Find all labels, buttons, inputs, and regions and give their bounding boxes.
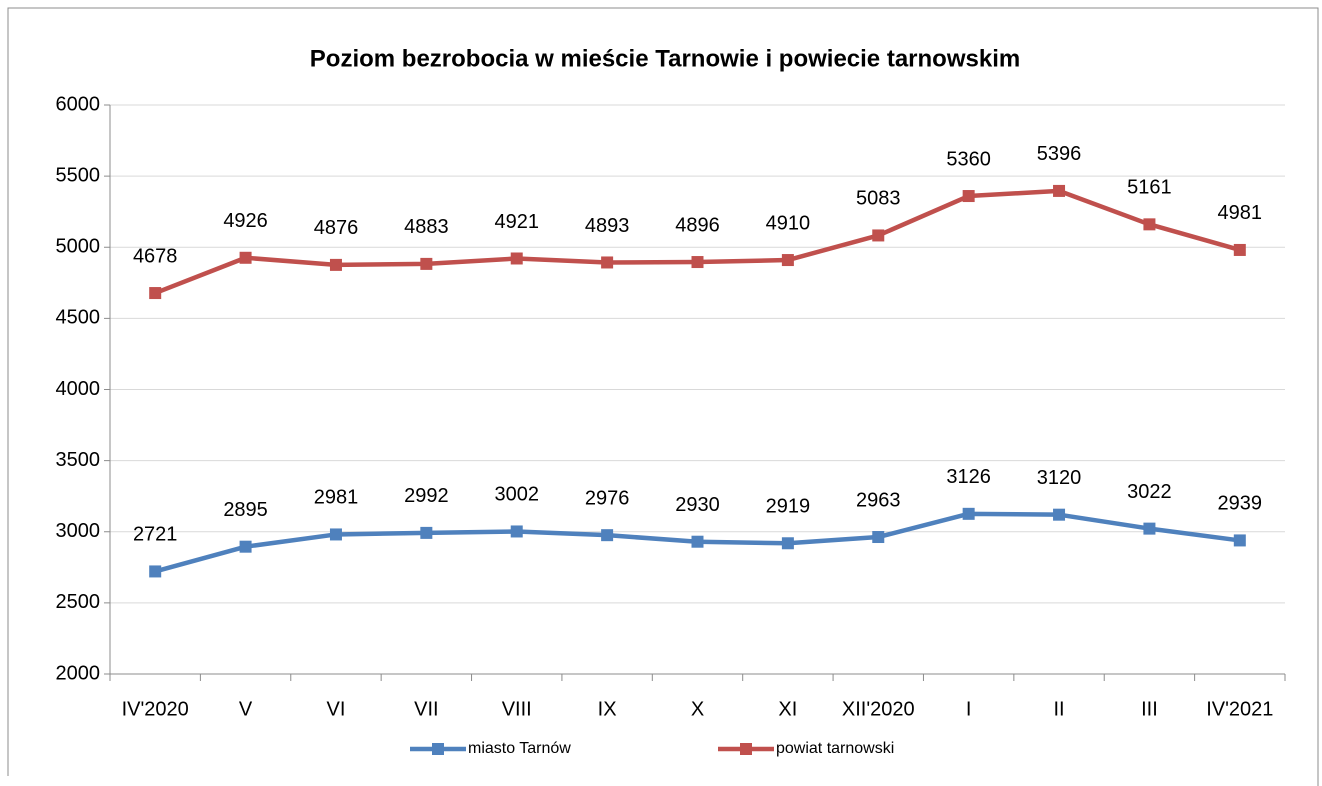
point-marker [510,525,523,538]
y-tick-label: 3500 [56,449,101,471]
point-marker [420,257,433,270]
x-tick-label: X [691,698,704,720]
data-label: 4893 [585,215,630,237]
legend-marker [740,743,752,755]
y-tick-label: 4500 [56,307,101,329]
x-tick-label: XI [778,698,797,720]
point-marker [149,565,162,578]
point-marker [149,287,162,300]
data-label: 4981 [1218,202,1263,224]
x-tick-label: III [1141,698,1158,720]
point-marker [601,529,614,542]
data-label: 2981 [314,487,359,509]
data-label: 5161 [1127,177,1172,199]
chart-title: Poziom bezrobocia w mieście Tarnowie i p… [310,45,1020,72]
data-label: 2919 [766,496,811,518]
point-marker [781,254,794,267]
point-marker [962,507,975,520]
data-label: 2976 [585,487,630,509]
y-tick-label: 2000 [56,662,101,684]
data-label: 4926 [223,210,268,232]
x-tick-label: IX [598,698,617,720]
point-marker [239,251,252,264]
x-tick-label: IV'2020 [122,698,189,720]
data-label: 4876 [314,217,359,239]
data-label: 3120 [1037,467,1082,489]
point-marker [510,252,523,265]
y-tick-label: 4000 [56,378,101,400]
y-tick-label: 6000 [56,93,101,115]
data-label: 4678 [133,245,178,267]
point-marker [1053,508,1066,521]
data-label: 5396 [1037,143,1082,165]
data-label: 2930 [675,494,720,516]
data-label: 2939 [1218,493,1263,515]
x-tick-label: II [1053,698,1064,720]
y-tick-label: 2500 [56,591,101,613]
point-marker [239,540,252,553]
y-tick-label: 3000 [56,520,101,542]
data-label: 4896 [675,214,720,236]
data-label: 5083 [856,188,901,210]
data-label: 4921 [494,211,539,233]
x-tick-label: I [966,698,972,720]
point-marker [872,531,885,544]
x-tick-label: XII'2020 [842,698,915,720]
point-marker [1053,184,1066,197]
data-label: 3126 [946,466,991,488]
data-label: 3002 [494,484,539,506]
chart-border [7,7,1319,786]
data-label: 4883 [404,216,449,238]
y-tick-label: 5000 [56,236,101,258]
x-tick-label: VI [327,698,346,720]
point-marker [1233,243,1246,256]
data-label: 5360 [946,148,991,170]
point-marker [962,190,975,203]
point-marker [1143,522,1156,535]
point-marker [329,528,342,541]
x-tick-label: V [239,698,253,720]
x-tick-label: IV'2021 [1206,698,1273,720]
point-marker [1233,534,1246,547]
x-tick-label: VII [414,698,438,720]
data-label: 2895 [223,499,268,521]
point-marker [872,229,885,242]
point-marker [329,258,342,271]
legend-label: miasto Tarnów [468,740,571,757]
series-line [154,188,1241,296]
point-marker [691,256,704,269]
data-label: 4910 [766,212,811,234]
data-label: 2721 [133,524,178,546]
point-marker [1143,218,1156,231]
data-label: 2992 [404,485,449,507]
x-tick-label: VIII [502,698,532,720]
point-marker [691,535,704,548]
point-marker [420,526,433,539]
y-tick-label: 5500 [56,164,101,186]
legend-marker [432,743,444,755]
point-marker [601,256,614,269]
point-marker [781,537,794,550]
legend-label: powiat tarnowski [776,740,894,757]
data-label: 2963 [856,489,901,511]
data-label: 3022 [1127,481,1172,503]
